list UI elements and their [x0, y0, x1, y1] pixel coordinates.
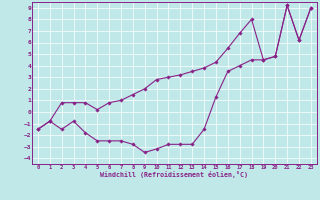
X-axis label: Windchill (Refroidissement éolien,°C): Windchill (Refroidissement éolien,°C): [100, 171, 248, 178]
